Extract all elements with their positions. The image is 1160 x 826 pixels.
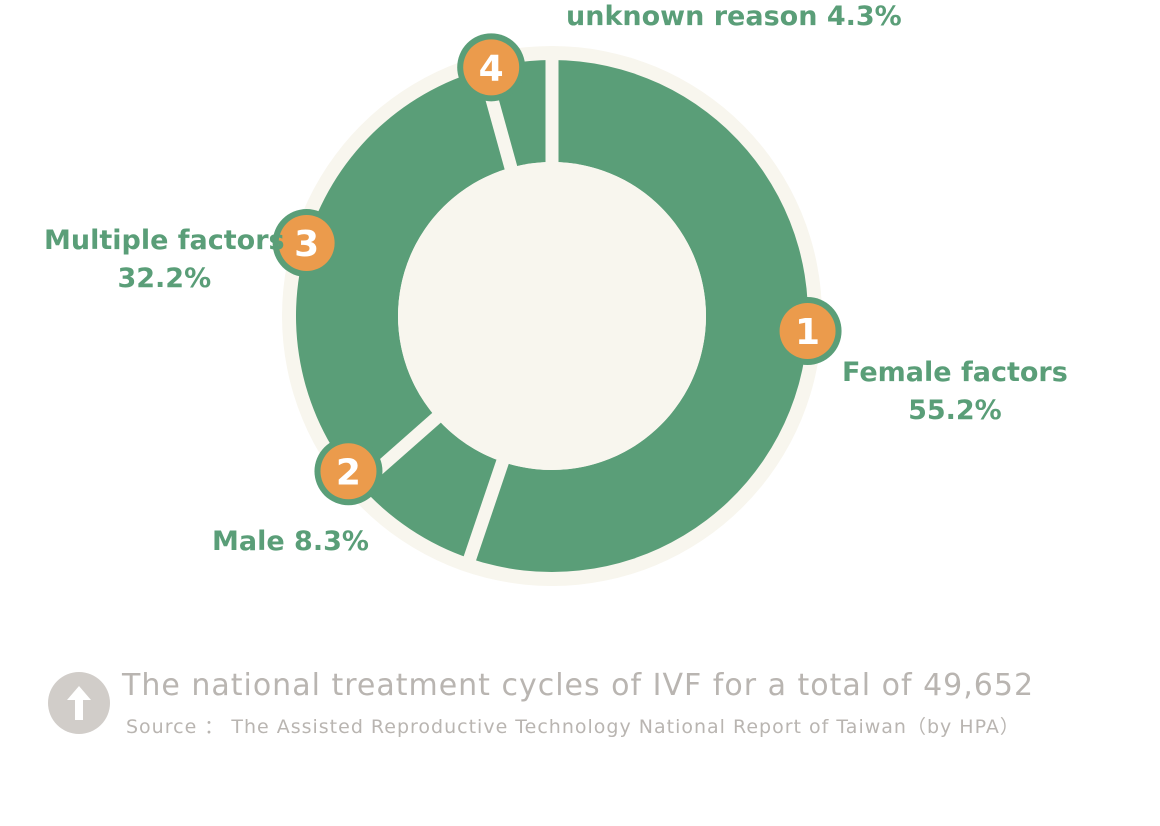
label-multiple-value: 32.2% <box>117 263 212 294</box>
marker-number: 2 <box>336 452 361 493</box>
label-male-text: Male 8.3% <box>212 526 369 557</box>
label-male: Male 8.3% <box>212 523 369 561</box>
label-unknown-reason: unknown reason 4.3% <box>566 0 902 36</box>
marker-dot <box>779 303 836 360</box>
slice-female-factors <box>469 60 809 572</box>
marker-1: 1 <box>773 297 842 366</box>
label-female-factors: Female factors 55.2% <box>842 354 1068 430</box>
label-multiple-factors: Multiple factors 32.2% <box>44 222 285 298</box>
arrow-up-icon-glyph <box>67 686 91 720</box>
donut-hole <box>398 162 706 470</box>
marker-number: 1 <box>795 312 820 353</box>
marker-number: 4 <box>479 48 504 89</box>
footer-source: Source ： The Assisted Reproductive Techn… <box>126 716 1020 738</box>
marker-dot <box>278 215 335 272</box>
marker-3: 3 <box>272 209 341 278</box>
slice-male <box>359 417 503 559</box>
slice-gap <box>461 454 511 567</box>
marker-dot <box>463 39 520 96</box>
markers-group: 1 2 3 4 <box>272 33 842 506</box>
label-unknown-text: unknown reason 4.3% <box>566 1 902 32</box>
marker-dot <box>320 443 377 500</box>
marker-number: 3 <box>294 224 319 265</box>
label-multiple-name: Multiple factors <box>44 225 285 256</box>
slice-multiple-factors <box>295 69 511 486</box>
footer-title: The national treatment cycles of IVF for… <box>122 668 1035 703</box>
slices-group <box>295 54 809 572</box>
marker-2: 2 <box>314 437 383 506</box>
marker-4: 4 <box>457 33 526 102</box>
label-female-value: 55.2% <box>908 395 1002 426</box>
arrow-up-icon <box>48 672 110 734</box>
label-female-name: Female factors <box>842 357 1068 388</box>
